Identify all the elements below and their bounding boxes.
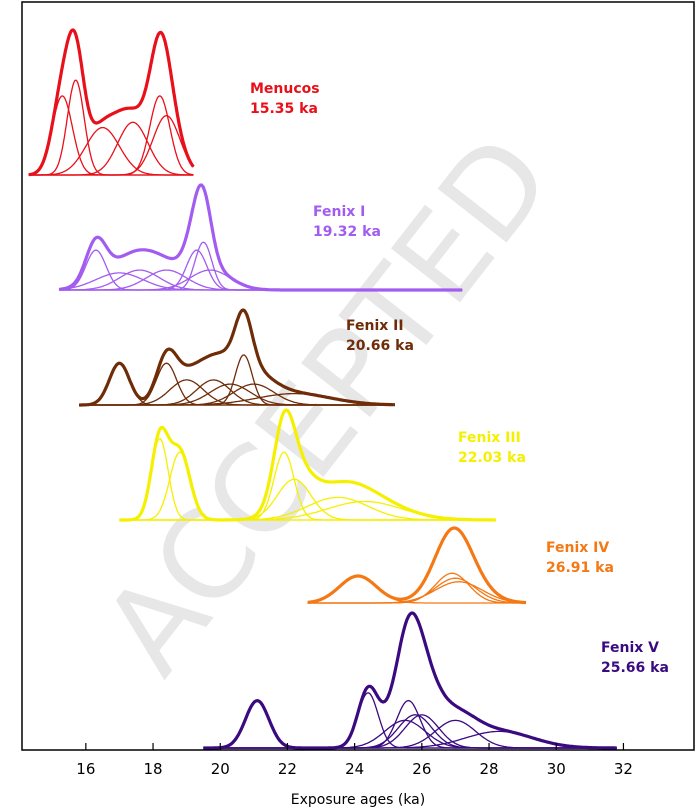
- x-axis-label: Exposure ages (ka): [291, 792, 425, 808]
- group-name-label: Menucos: [250, 81, 320, 97]
- x-tick-label: 16: [76, 760, 95, 778]
- group-name-label: Fenix V: [601, 640, 659, 656]
- group-fenix-iv: Fenix IV 26.91 ka: [306, 526, 614, 605]
- component-curve: [28, 121, 194, 176]
- group-name-label: Fenix II: [346, 318, 404, 334]
- x-tick-label: 18: [143, 760, 162, 778]
- x-tick-label: 24: [345, 760, 364, 778]
- group-fenix-ii: Fenix II 20.66 ka: [78, 308, 414, 407]
- x-tick-label: 26: [412, 760, 431, 778]
- x-tick-label: 22: [278, 760, 297, 778]
- component-curve: [28, 115, 194, 176]
- component-curve: [28, 95, 194, 176]
- group-menucos: Menucos 15.35 ka: [27, 28, 320, 177]
- group-age-label: 25.66 ka: [601, 660, 669, 676]
- summed-curve: [203, 611, 617, 750]
- group-name-label: Fenix IV: [546, 540, 609, 556]
- group-name-label: Fenix I: [313, 204, 365, 220]
- group-fenix-iii: Fenix III 22.03 ka: [119, 408, 526, 522]
- summed-curve: [306, 526, 527, 605]
- x-axis: 16 18 20 22 24 26 28 30 32: [76, 743, 633, 778]
- summed-curve: [119, 408, 496, 522]
- group-age-label: 15.35 ka: [250, 101, 318, 117]
- summed-curve: [78, 308, 396, 407]
- component-curve: [28, 126, 194, 176]
- group-age-label: 26.91 ka: [546, 560, 614, 576]
- summed-curve: [27, 28, 195, 177]
- component-curve: [28, 79, 194, 176]
- group-fenix-i: Fenix I 19.32 ka: [58, 183, 463, 292]
- component-curve: [307, 581, 526, 604]
- summed-curve: [58, 183, 463, 292]
- component-curve: [28, 95, 194, 176]
- group-age-label: 19.32 ka: [313, 224, 381, 240]
- plot-frame: [21, 1, 695, 751]
- group-fenix-v: Fenix V 25.66 ka: [203, 611, 669, 750]
- group-age-label: 22.03 ka: [458, 450, 526, 466]
- group-name-label: Fenix III: [458, 430, 521, 446]
- x-tick-label: 28: [479, 760, 498, 778]
- plot-area: Menucos 15.35 ka Fenix I 19.32 ka Fenix II 20…: [27, 28, 669, 750]
- group-age-label: 20.66 ka: [346, 338, 414, 354]
- x-tick-label: 20: [211, 760, 230, 778]
- x-tick-label: 32: [614, 760, 633, 778]
- x-tick-label: 30: [547, 760, 566, 778]
